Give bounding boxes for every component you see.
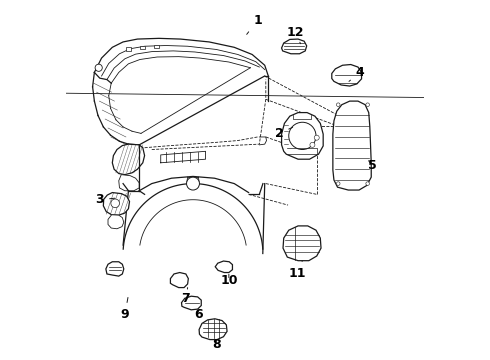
Circle shape [187,177,199,190]
Text: 5: 5 [368,159,377,172]
Text: 12: 12 [287,27,304,44]
Text: 2: 2 [275,127,293,140]
Polygon shape [282,39,307,54]
Polygon shape [106,262,124,276]
Polygon shape [119,175,139,191]
Polygon shape [171,273,188,288]
Polygon shape [332,64,362,86]
Text: 4: 4 [349,66,364,81]
Circle shape [95,64,102,71]
Polygon shape [112,144,145,175]
Bar [125,47,131,51]
Text: 7: 7 [181,288,190,305]
Text: 6: 6 [194,308,203,321]
Circle shape [289,122,316,149]
Text: 3: 3 [96,193,115,206]
Text: 10: 10 [220,274,238,287]
Polygon shape [282,113,323,159]
Circle shape [314,135,319,140]
Polygon shape [108,215,124,229]
Circle shape [337,182,340,185]
Polygon shape [181,296,201,310]
Polygon shape [215,261,232,273]
Circle shape [111,199,120,208]
Circle shape [366,182,369,185]
Circle shape [337,103,340,107]
Polygon shape [283,226,321,261]
Text: 11: 11 [288,261,306,280]
Text: 9: 9 [121,297,129,321]
Bar [154,45,159,48]
Polygon shape [103,193,129,215]
Polygon shape [333,101,371,190]
Text: 1: 1 [246,14,262,34]
Circle shape [366,103,369,107]
Circle shape [310,142,315,147]
Polygon shape [199,319,227,339]
Text: 8: 8 [212,338,220,351]
Bar [140,45,145,49]
